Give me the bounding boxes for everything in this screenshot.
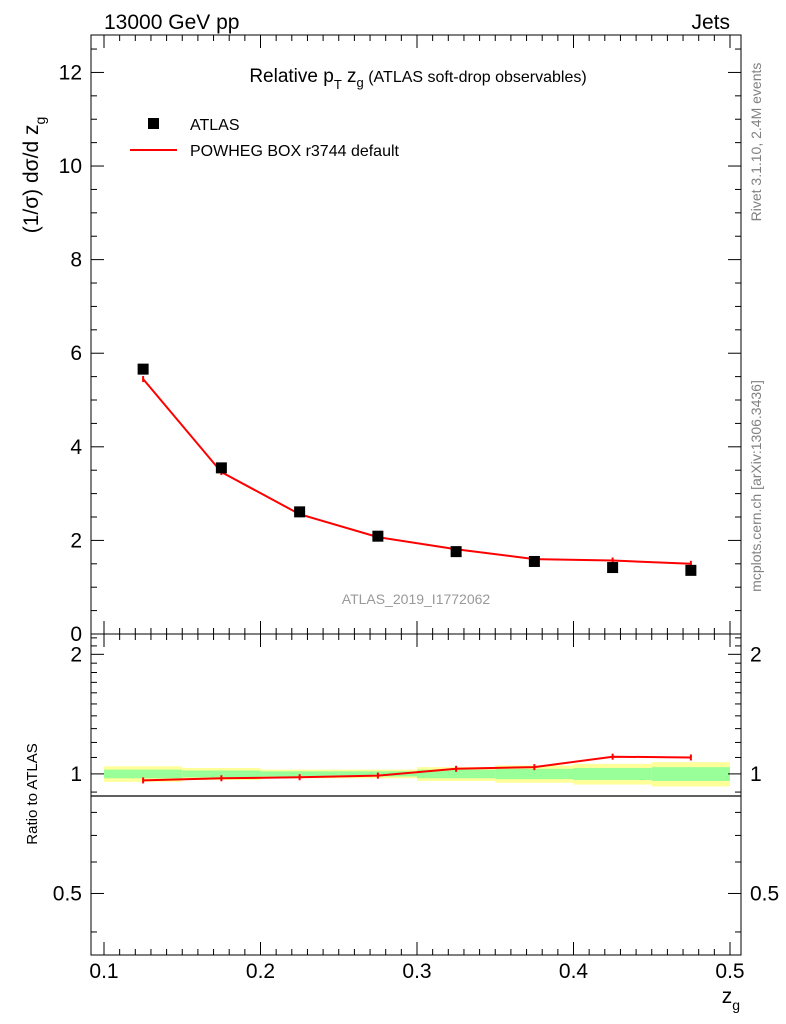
atlas-data-point xyxy=(450,546,462,558)
main-panel: (1/σ) dσ/d zg 0 2 4 6 8 10 12 Relative pT zg (… xyxy=(20,34,742,646)
ratio-y-axis-label: Ratio to ATLAS xyxy=(24,743,41,844)
main-title: Relative pT zg (ATLAS soft-drop observab… xyxy=(249,66,586,92)
mcplots-source-label: mcplots.cern.ch [arXiv:1306.3436] xyxy=(748,380,764,592)
analysis-id-label: ATLAS_2019_I1772062 xyxy=(342,591,491,607)
main-ticks: 0 2 4 6 8 10 12 xyxy=(59,35,741,646)
main-y-tick-label: 4 xyxy=(70,436,82,459)
ratio-inner-band xyxy=(651,767,730,781)
ratio-inner-band xyxy=(495,768,574,780)
main-y-tick-label: 10 xyxy=(59,155,82,178)
ratio-y-tick-label: 0.5 xyxy=(53,882,82,905)
x-tick-label: 0.3 xyxy=(402,960,431,983)
ratio-panel: 0.5 0.5 1 1 2 2 0.1 0.2 0.3 0.4 0.5 Ratio to ATLAS… xyxy=(24,633,779,1013)
atlas-data-point xyxy=(137,363,149,375)
x-tick-label: 0.1 xyxy=(89,960,118,983)
ratio-y-tick-label-right: 2 xyxy=(750,643,762,666)
ratio-y-tick-label-right: 0.5 xyxy=(750,882,779,905)
main-y-tick-label: 8 xyxy=(70,249,82,272)
ratio-uncertainty-bands xyxy=(104,762,730,787)
ratio-ticks: 0.5 0.5 1 1 2 2 0.1 0.2 0.3 0.4 0.5 xyxy=(53,634,779,983)
ratio-inner-band xyxy=(104,769,183,779)
ratio-series xyxy=(142,753,692,784)
main-y-tick-label: 0 xyxy=(70,623,82,646)
ratio-y-tick-label-right: 1 xyxy=(750,763,762,786)
main-y-axis-label: (1/σ) dσ/d zg xyxy=(20,117,48,234)
main-y-tick-label: 6 xyxy=(70,342,82,365)
x-tick-label: 0.2 xyxy=(246,960,275,983)
legend-atlas-label: ATLAS xyxy=(190,117,240,134)
main-frame xyxy=(90,34,742,635)
ratio-inner-band xyxy=(182,770,261,778)
ratio-y-tick-label: 1 xyxy=(70,763,82,786)
ratio-frame xyxy=(90,633,742,956)
legend: ATLAS POWHEG BOX r3744 default xyxy=(130,117,400,160)
atlas-data-point xyxy=(372,530,384,542)
main-series xyxy=(137,363,697,576)
ratio-curve xyxy=(143,755,691,782)
ratio-inner-band xyxy=(417,769,496,779)
x-tick-label: 0.5 xyxy=(715,960,744,983)
main-y-tick-label: 2 xyxy=(70,529,82,552)
atlas-data-point xyxy=(215,462,227,474)
ratio-y-tick-label: 2 xyxy=(70,643,82,666)
main-y-tick-label: 12 xyxy=(59,61,82,84)
legend-atlas-marker xyxy=(148,118,159,129)
x-tick-label: 0.4 xyxy=(559,960,589,983)
powheg-curve xyxy=(142,378,691,565)
atlas-data-point xyxy=(607,562,619,574)
ratio-inner-band xyxy=(573,767,652,781)
atlas-data-point xyxy=(528,555,540,567)
atlas-data-point xyxy=(294,506,306,518)
legend-powheg-label: POWHEG BOX r3744 default xyxy=(190,143,400,160)
atlas-data-point xyxy=(685,564,697,576)
ratio-inner-band xyxy=(260,771,339,777)
rivet-version-label: Rivet 3.1.10, 2.4M events xyxy=(748,63,764,222)
header-energy: 13000 GeV pp xyxy=(104,11,239,34)
x-axis-label: zg xyxy=(722,985,740,1013)
header-process: Jets xyxy=(691,11,730,34)
